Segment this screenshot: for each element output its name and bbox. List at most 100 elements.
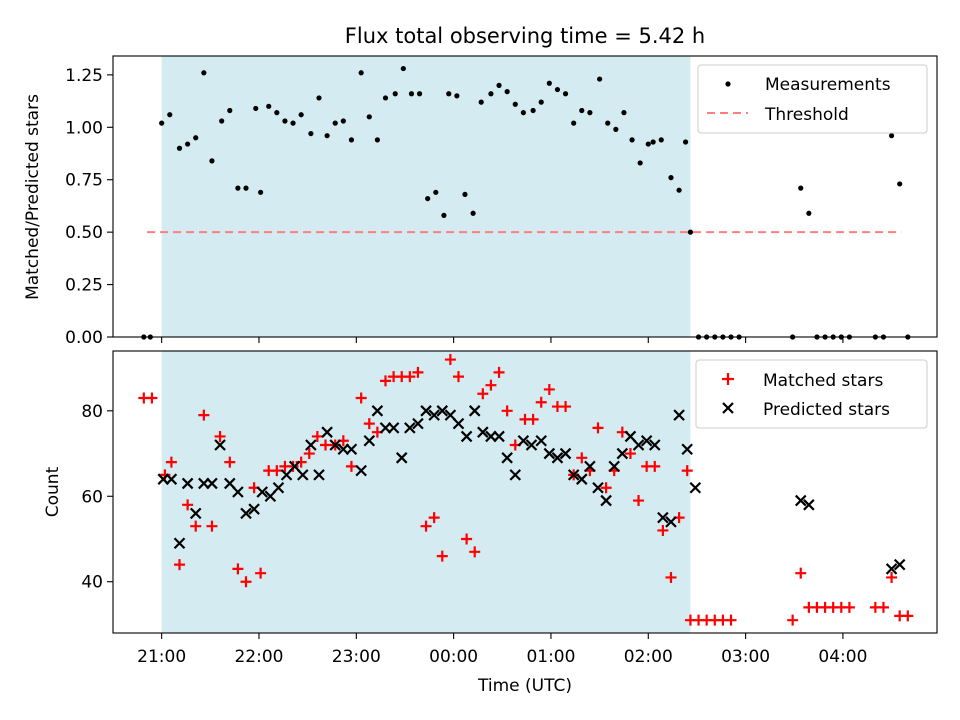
x-tick-label: 04:00 — [818, 647, 867, 667]
predicted-star-point — [559, 447, 572, 460]
bottom-y-tick-label: 60 — [81, 487, 103, 507]
measurement-point — [830, 334, 836, 340]
chart-title: Flux total observing time = 5.42 h — [345, 24, 705, 48]
measurement-point — [147, 334, 153, 340]
measurement-point — [308, 130, 314, 137]
matched-star-point — [725, 614, 737, 626]
matched-star-point — [182, 499, 194, 511]
bottom-legend: Matched stars Predicted stars — [695, 359, 928, 429]
measurement-point — [605, 120, 611, 126]
predicted-star-point — [371, 405, 384, 417]
measurement-point — [324, 133, 330, 139]
measurement-point — [159, 120, 165, 126]
measurement-point — [504, 89, 510, 95]
measurement-point — [454, 93, 460, 99]
measurement-point — [658, 137, 664, 143]
predicted-star-point — [525, 439, 538, 451]
matched-star-point — [232, 563, 244, 575]
measurement-point — [562, 91, 569, 97]
matched-star-point — [795, 567, 807, 579]
bottom-x-axis: 21:00 22:00 23:00 00:00 01:00 02:00 03:00 04:00 — [137, 633, 867, 667]
measurement-point — [400, 65, 406, 72]
top-y-axis-label: Matched/Predicted stars — [23, 94, 43, 300]
predicted-star-point — [313, 469, 325, 481]
predicted-star-point — [648, 439, 661, 451]
measurement-point — [201, 70, 207, 76]
measurement-point — [530, 107, 536, 114]
measurement-point — [366, 114, 372, 120]
matched-star-point — [190, 520, 202, 532]
matched-star-point — [206, 520, 218, 532]
predicted-star-point — [592, 481, 604, 494]
measurement-point — [645, 141, 651, 147]
predicted-star-point — [232, 486, 244, 498]
predicted-star-point — [189, 507, 202, 520]
predicted-star-point — [600, 494, 612, 507]
measurement-point — [587, 110, 593, 116]
measurements-legend-marker — [725, 81, 731, 87]
matched-star-point — [657, 524, 669, 536]
matched-star-point — [600, 482, 612, 494]
matched-star-point — [576, 452, 588, 464]
matched-star-point — [174, 559, 186, 571]
measurement-point — [712, 334, 718, 340]
top-y-tick-label: 0.00 — [65, 328, 103, 348]
matched-star-point — [452, 371, 464, 383]
predicted-star-point — [428, 409, 440, 421]
measurement-point — [650, 139, 656, 145]
top-x-ticks — [161, 337, 844, 343]
measurement-point — [888, 133, 895, 139]
matched-star-point — [271, 465, 283, 477]
measurement-point — [720, 334, 726, 340]
x-tick-label: 21:00 — [137, 647, 186, 667]
predicted-star-point — [673, 409, 685, 421]
measurement-point — [736, 334, 742, 340]
measurement-point — [704, 334, 710, 340]
predicted-star-point — [240, 507, 252, 520]
measurement-point — [374, 137, 380, 143]
bottom-observing-span — [161, 351, 691, 633]
matched-star-point — [363, 418, 375, 430]
matched-star-point — [345, 460, 357, 472]
top-y-tick-label: 0.50 — [65, 223, 103, 243]
top-legend: Measurements Threshold — [697, 64, 928, 134]
predicted-star-point — [452, 417, 465, 430]
predicted-star-point — [321, 426, 333, 438]
measurement-point — [392, 91, 398, 97]
predicted-star-point — [493, 430, 505, 443]
measurement-point — [897, 181, 903, 187]
measurement-point — [185, 141, 191, 147]
measurement-point — [446, 91, 452, 97]
predicted-star-point — [689, 481, 702, 494]
predicted-star-point — [632, 439, 645, 451]
matched-star-point — [224, 456, 236, 468]
measurement-point — [496, 82, 502, 88]
predicted-star-point — [517, 434, 530, 447]
measurement-point — [512, 101, 518, 107]
matched-star-point — [428, 512, 440, 524]
top-y-tick-label: 0.75 — [65, 171, 103, 191]
measurement-point — [579, 107, 585, 114]
x-tick-label: 03:00 — [721, 647, 770, 667]
matched-star-point — [240, 576, 252, 588]
matched-star-point — [412, 366, 424, 378]
measurement-point — [209, 158, 215, 164]
predicted-legend-label: Predicted stars — [763, 400, 890, 420]
measurement-point — [538, 99, 544, 105]
predicted-star-point — [640, 434, 653, 447]
measurement-point — [687, 229, 694, 235]
matched-star-point — [404, 371, 416, 383]
matched-star-point — [543, 383, 555, 395]
predicted-star-point — [345, 443, 358, 456]
measurement-point — [554, 86, 561, 93]
measurement-point — [332, 120, 338, 126]
measurement-point — [348, 137, 355, 143]
x-tick-label: 02:00 — [624, 647, 673, 667]
measurement-point — [676, 187, 682, 193]
matched-star-point — [146, 392, 158, 404]
measurement-point — [219, 118, 225, 124]
measurement-point — [253, 105, 259, 112]
measurement-point — [880, 334, 887, 340]
measurement-point — [358, 70, 364, 76]
